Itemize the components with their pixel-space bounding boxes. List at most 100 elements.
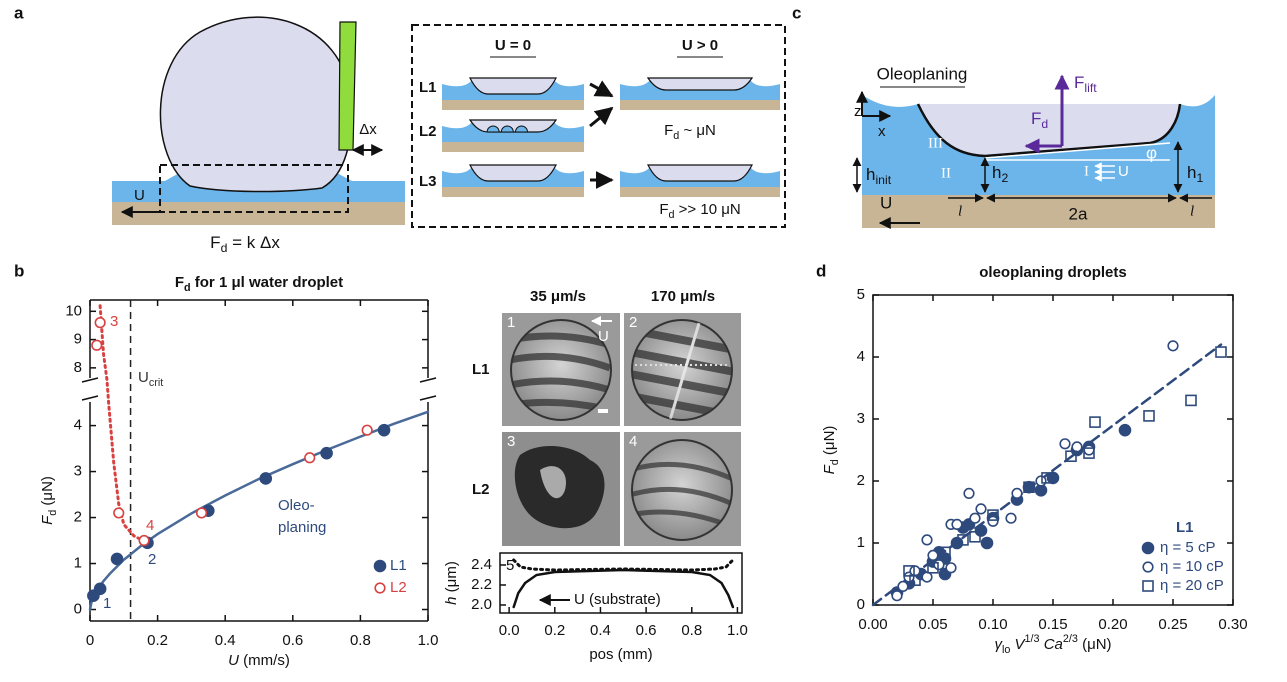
x-tick-label: 0.4 <box>590 622 611 639</box>
text-part: (μm) <box>443 561 460 596</box>
region-label: III <box>928 135 943 151</box>
droplet <box>469 77 557 95</box>
y-axis-label: h (μm) <box>443 561 460 605</box>
bump <box>515 125 529 133</box>
arrow-label: U (substrate) <box>574 591 661 608</box>
y-tick-label: 3 <box>74 463 82 480</box>
text-part: d <box>47 510 59 516</box>
u-label: U <box>598 328 609 345</box>
micrographs <box>502 313 741 546</box>
marker <box>1065 450 1077 463</box>
marker <box>93 582 107 596</box>
row-label: L2 <box>419 123 437 140</box>
marker <box>975 503 987 515</box>
substrate <box>442 142 584 152</box>
force-large: Fd >> 10 μN <box>659 201 740 221</box>
legend-label: η = 5 cP <box>1160 539 1215 556</box>
y-tick-label: 1 <box>74 554 82 571</box>
x-tick-label: 0.4 <box>215 632 236 649</box>
transition-arrow <box>589 106 614 128</box>
marker <box>1142 580 1154 592</box>
marker <box>1185 394 1197 407</box>
marker <box>969 512 981 524</box>
marker <box>320 446 333 460</box>
force-equation: Fd = k Δx <box>210 233 280 255</box>
bump <box>486 125 500 133</box>
droplet <box>918 104 1180 156</box>
cantilever <box>338 21 357 151</box>
marker <box>1035 475 1047 487</box>
transition-arrow <box>589 80 614 98</box>
marker <box>374 582 386 594</box>
lift-label: Flift <box>1074 73 1097 95</box>
marker <box>138 534 150 547</box>
marker <box>377 423 391 437</box>
text-part: >> 10 μN <box>675 201 741 218</box>
axis-break <box>419 395 437 401</box>
point-label: 1 <box>103 595 111 612</box>
y-tick-label: 0 <box>74 600 82 617</box>
text-part: h <box>992 163 1001 182</box>
chart-title: oleoplaning droplets <box>979 264 1127 281</box>
marker <box>1005 512 1017 524</box>
tile-number: 3 <box>507 433 515 450</box>
column-header: U > 0 <box>682 37 718 54</box>
text-part: ~ μN <box>679 122 716 139</box>
axis-x: x <box>878 123 886 140</box>
region-label: I <box>1084 163 1089 179</box>
text-part: γ <box>994 636 1003 653</box>
bump <box>500 125 514 133</box>
marker <box>987 515 999 527</box>
marker <box>921 534 933 546</box>
marker <box>927 549 939 562</box>
x-tick-label: 0.8 <box>681 622 702 639</box>
marker <box>1041 472 1053 484</box>
text-part: F <box>659 201 668 218</box>
regime-sketches <box>442 77 780 197</box>
force-small: Fd ~ μN <box>664 122 716 142</box>
regime-label: planing <box>278 519 326 536</box>
marker <box>110 552 124 566</box>
text-part: F <box>1031 109 1041 128</box>
text-part: F <box>664 122 673 139</box>
regime-label: Oleo- <box>278 497 315 514</box>
legend-label: η = 10 cP <box>1160 558 1224 575</box>
marker <box>91 339 103 351</box>
marker <box>1083 447 1095 459</box>
tile-number: 1 <box>507 314 515 331</box>
y-tick-label: 4 <box>74 417 82 434</box>
marker <box>113 507 125 519</box>
y-tick-label: 2 <box>74 509 82 526</box>
legend-label: L2 <box>390 579 407 596</box>
marker <box>1059 438 1071 450</box>
row-label: L3 <box>419 173 437 190</box>
x-tick-label: 0.00 <box>858 616 887 633</box>
substrate <box>620 100 780 110</box>
text-part: d <box>829 459 841 465</box>
h-init-label: hinit <box>866 165 892 187</box>
axis-break <box>81 377 99 383</box>
marker <box>945 562 957 574</box>
text-part: (μN) <box>821 426 838 460</box>
critical-label: Ucrit <box>138 369 163 389</box>
curve <box>512 568 735 609</box>
droplet <box>646 77 754 91</box>
marker <box>897 580 909 593</box>
text-part: 2/3 <box>1063 633 1078 645</box>
region-label: II <box>941 165 951 181</box>
plot-frame <box>499 552 743 614</box>
panel-a-drawing <box>112 16 405 225</box>
axis-break <box>419 377 437 383</box>
text-part: 2 <box>1001 171 1008 185</box>
x-tick-label: 0.05 <box>918 616 947 633</box>
text-part: (μN) <box>39 476 56 510</box>
x-tick-label: 0.30 <box>1218 616 1247 633</box>
text-part: V <box>1010 636 1026 653</box>
marker <box>921 571 933 583</box>
marker <box>195 507 208 519</box>
marker <box>927 561 939 574</box>
y-tick-label: 2 <box>857 472 865 489</box>
speed-header: 35 μm/s <box>530 288 586 305</box>
marker <box>987 509 999 521</box>
marker <box>304 452 316 464</box>
